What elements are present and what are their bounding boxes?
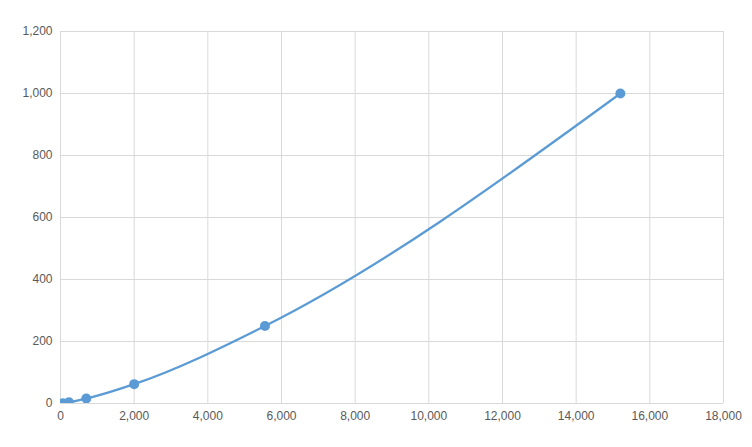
svg-text:0: 0	[46, 396, 53, 410]
svg-text:14,000: 14,000	[558, 409, 595, 423]
svg-text:8,000: 8,000	[340, 409, 370, 423]
svg-text:400: 400	[32, 272, 52, 286]
svg-text:1,000: 1,000	[22, 86, 52, 100]
svg-text:2,000: 2,000	[119, 409, 149, 423]
svg-text:4,000: 4,000	[193, 409, 223, 423]
svg-text:800: 800	[32, 148, 52, 162]
svg-text:1,200: 1,200	[22, 24, 52, 38]
svg-text:0: 0	[57, 409, 64, 423]
svg-text:12,000: 12,000	[484, 409, 521, 423]
svg-text:16,000: 16,000	[631, 409, 668, 423]
svg-text:600: 600	[32, 210, 52, 224]
svg-text:200: 200	[32, 334, 52, 348]
svg-text:6,000: 6,000	[266, 409, 296, 423]
svg-text:18,000: 18,000	[705, 409, 742, 423]
svg-text:10,000: 10,000	[410, 409, 447, 423]
